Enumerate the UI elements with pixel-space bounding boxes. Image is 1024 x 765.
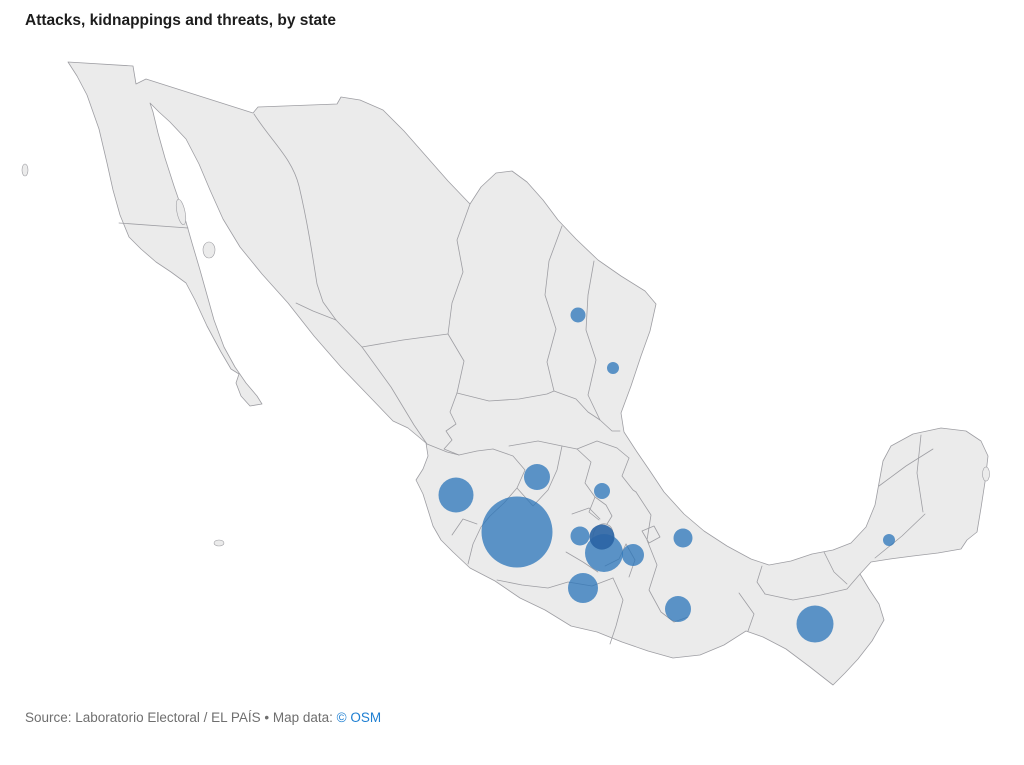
map-bubble-1[interactable] bbox=[570, 307, 586, 323]
mexico-outline bbox=[67, 61, 989, 686]
map-bubble-14[interactable] bbox=[796, 605, 834, 643]
source-text: Source: Laboratorio Electoral / EL PAÍS … bbox=[25, 710, 337, 725]
map-bubble-5[interactable] bbox=[594, 483, 610, 499]
map-bubble-12[interactable] bbox=[568, 573, 598, 603]
island bbox=[175, 198, 187, 226]
map-bubble-3[interactable] bbox=[438, 477, 474, 513]
island bbox=[21, 163, 29, 177]
chart-title: Attacks, kidnappings and threats, by sta… bbox=[25, 12, 336, 29]
bubbles-layer bbox=[438, 307, 895, 643]
map-bubble-6[interactable] bbox=[481, 496, 553, 568]
country-layer bbox=[21, 61, 990, 686]
map-bubble-13[interactable] bbox=[665, 596, 691, 622]
island bbox=[982, 466, 990, 482]
map-bubble-7[interactable] bbox=[570, 526, 590, 546]
island bbox=[213, 539, 225, 547]
map-bubble-4[interactable] bbox=[524, 464, 550, 490]
island bbox=[202, 241, 216, 259]
map-bubble-10[interactable] bbox=[622, 544, 644, 566]
map-bubble-15[interactable] bbox=[883, 534, 895, 546]
map-bubble-11[interactable] bbox=[673, 528, 693, 548]
map-bubble-2[interactable] bbox=[607, 362, 619, 374]
map-bubble-9[interactable] bbox=[589, 524, 615, 550]
source-line: Source: Laboratorio Electoral / EL PAÍS … bbox=[25, 710, 381, 725]
osm-link[interactable]: © OSM bbox=[336, 710, 382, 725]
